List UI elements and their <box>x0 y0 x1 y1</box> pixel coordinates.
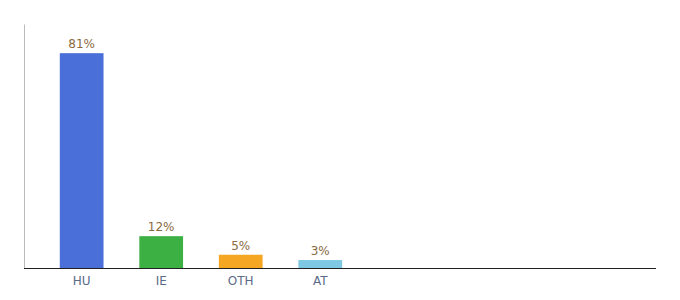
x-tick: HU <box>73 268 91 288</box>
x-axis-line <box>24 268 656 269</box>
data-label: 12% <box>148 220 175 234</box>
data-labels: 81% 12% 5% 3% <box>68 37 329 258</box>
x-tick-label: OTH <box>228 274 254 288</box>
x-tick: IE <box>156 268 167 288</box>
bars <box>60 53 342 268</box>
data-label: 3% <box>311 244 330 258</box>
chart-container: HU IE OTH AT 81% 12% 5% 3% <box>0 0 680 300</box>
bar <box>219 255 263 268</box>
bar <box>298 260 342 268</box>
x-axis: HU IE OTH AT <box>24 268 656 288</box>
bar <box>139 236 183 268</box>
bar <box>60 53 104 268</box>
y-axis-line <box>24 25 25 269</box>
x-tick-label: AT <box>313 274 328 288</box>
x-tick: AT <box>313 268 328 288</box>
plot-area: HU IE OTH AT 81% 12% 5% 3% <box>24 25 656 288</box>
x-tick-label: HU <box>73 274 91 288</box>
x-tick-label: IE <box>156 274 167 288</box>
chart-svg: HU IE OTH AT 81% 12% 5% 3% <box>0 0 680 300</box>
y-axis <box>24 25 25 269</box>
x-tick: OTH <box>228 268 254 288</box>
data-label: 5% <box>231 239 250 253</box>
data-label: 81% <box>68 37 95 51</box>
